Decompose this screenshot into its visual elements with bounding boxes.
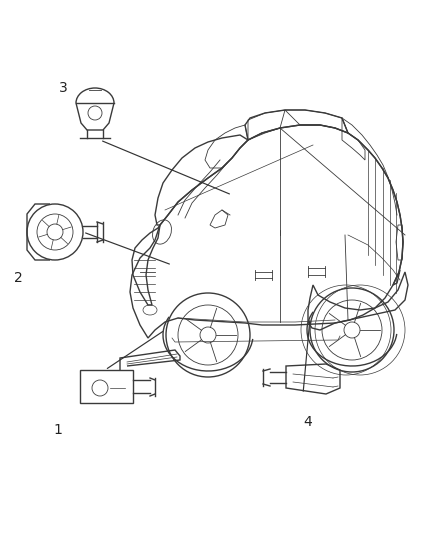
Text: 2: 2 [14, 271, 22, 285]
Text: 4: 4 [304, 415, 312, 429]
Text: 1: 1 [53, 423, 63, 437]
Text: 3: 3 [59, 81, 67, 95]
